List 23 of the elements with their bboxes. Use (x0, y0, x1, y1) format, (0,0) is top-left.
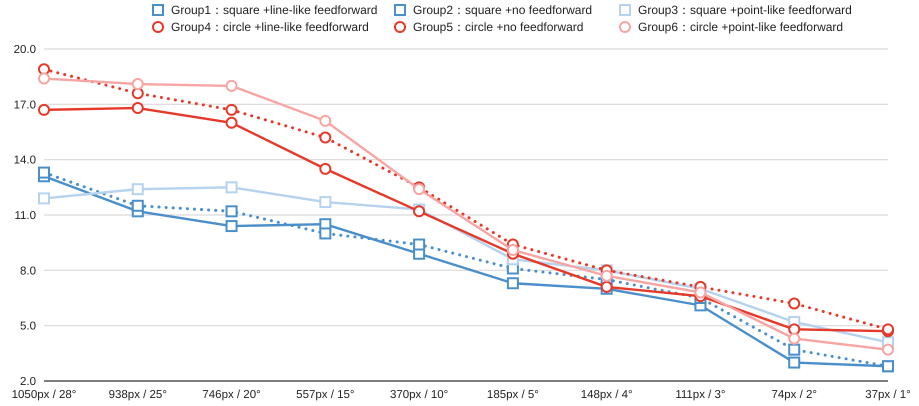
legend-label: Group6：circle +point-like feedforward (638, 20, 844, 34)
y-tick-label: 14.0 (14, 154, 36, 167)
x-tick-label: 938px / 25° (108, 389, 167, 401)
x-tick-label: 1050px / 28° (12, 389, 76, 401)
y-tick-label: 8.0 (20, 265, 36, 278)
x-tick-label: 185px / 5° (486, 389, 539, 401)
legend-label: Group5：circle +no feedforward (413, 20, 584, 34)
x-tick-label: 111px / 3° (675, 389, 726, 401)
y-tick-label: 5.0 (20, 320, 36, 333)
legend-label: Group1：square +line-like feedforward (171, 3, 378, 17)
y-tick-label: 20.0 (14, 44, 36, 56)
legend-label: Group4：circle +line-like feedforward (171, 20, 369, 34)
legend-label: Group2：square +no feedforward (413, 3, 592, 17)
x-tick-label: 370px / 10° (390, 389, 448, 401)
y-tick-label: 17.0 (14, 99, 36, 112)
x-tick-label: 148px / 4° (580, 389, 633, 401)
x-tick-label: 557px / 15° (296, 389, 354, 401)
y-tick-label: 11.0 (14, 210, 36, 222)
legend-label: Group3：square +point-like feedforward (638, 3, 852, 17)
x-tick-label: 74px / 2° (771, 389, 817, 401)
y-tick-label: 2.0 (20, 376, 36, 388)
x-tick-label: 746px / 20° (202, 389, 261, 401)
x-tick-label: 37px / 1° (865, 389, 911, 401)
